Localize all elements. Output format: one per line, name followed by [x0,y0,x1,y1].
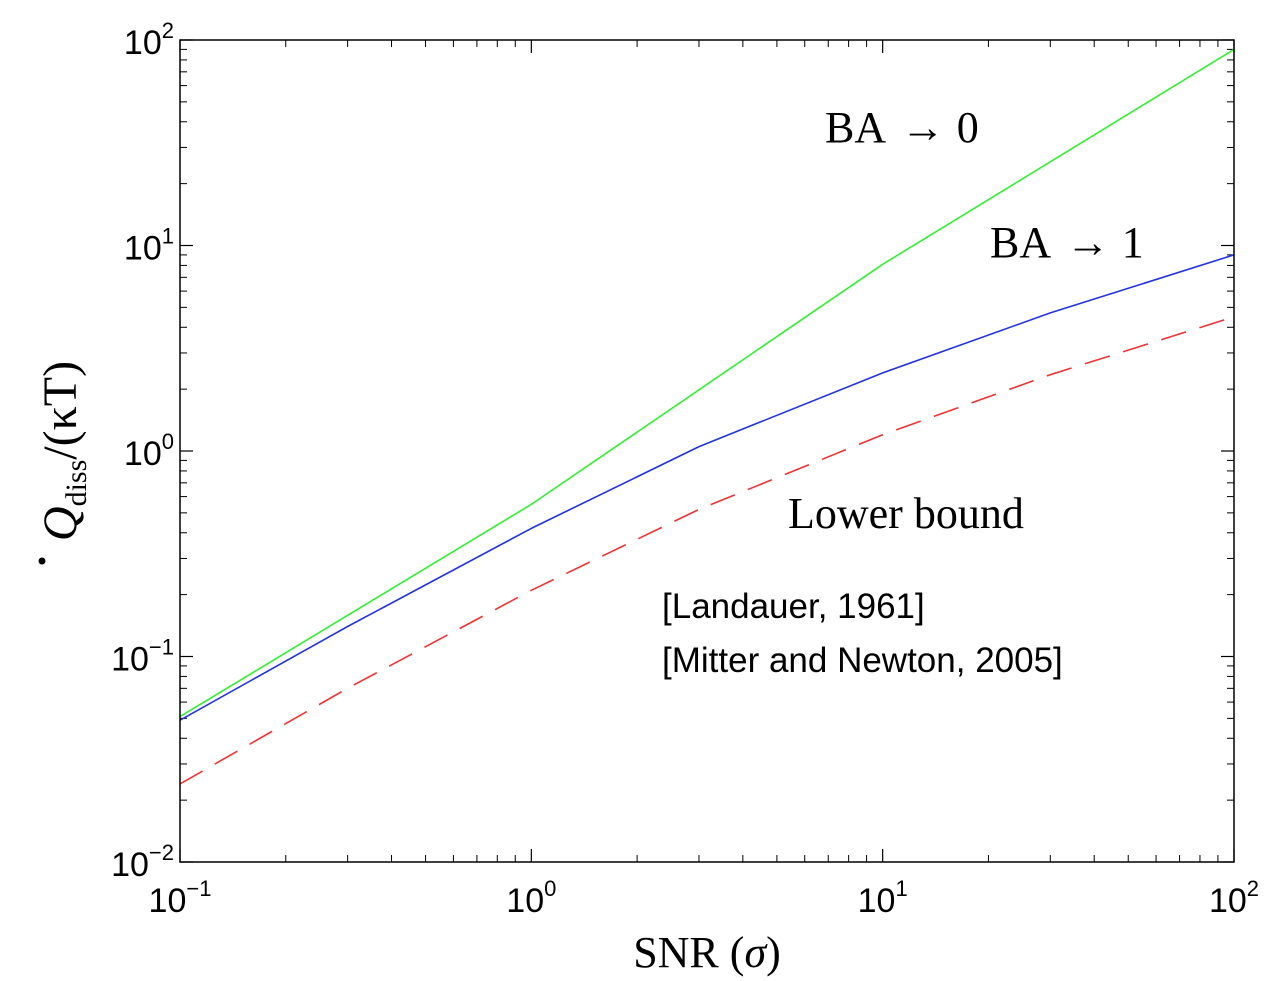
svg-text:Qdiss/(κT): Qdiss/(κT) [34,361,93,541]
annotation-ba1-arrow: → [1066,218,1110,267]
annotation-ref-landauer: [Landauer, 1961] [662,587,925,626]
y-tick-label: 102 [124,18,174,62]
y-tick-label: 100 [124,429,174,473]
x-tick-labels: 10−1 100 101 102 [149,876,1260,920]
annotation-ba1-value: 1 [1122,218,1144,267]
annotation-ba0-arrow: → [901,103,945,152]
annotation-ref-mitter-newton: [Mitter and Newton, 2005] [662,641,1063,680]
y-axis-label-dot [38,557,46,565]
annotation-ba1: BA → 1 [990,218,1144,267]
y-axis-label-base: Q [34,506,87,541]
y-axis-label: Qdiss/(κT) [34,361,93,565]
annotation-ba0-prefix: BA [825,103,895,152]
x-axis-label-suffix: ) [766,928,781,977]
series-line-2 [179,254,1235,721]
annotation-ba0: BA → 0 [825,103,979,152]
x-tick-label: 100 [506,876,556,920]
y-tick-labels: 10−2 10−1 100 101 102 [111,18,174,884]
minor-ticks [180,40,1234,862]
x-axis-label-symbol: σ [744,928,768,977]
y-tick-label: 10−1 [111,635,174,679]
series-line-3 [179,316,1235,785]
annotation-ba1-prefix: BA [990,218,1060,267]
x-tick-label: 101 [858,876,908,920]
annotation-ba0-value: 0 [957,103,979,152]
x-tick-label: 10−1 [149,876,212,920]
y-axis-label-tail: /(κT) [34,361,87,460]
annotation-lower-bound: Lower bound [788,489,1024,538]
y-tick-label: 10−2 [111,840,174,884]
x-axis-label: SNR (σ) [633,928,781,977]
x-tick-label: 102 [1209,876,1259,920]
series-layer [179,48,1235,785]
plot-frame [179,39,1235,863]
series-line-1 [179,48,1235,718]
y-axis-label-subscript: diss [60,460,93,507]
x-axis-label-prefix: SNR ( [633,928,744,977]
y-tick-label: 101 [124,224,174,268]
